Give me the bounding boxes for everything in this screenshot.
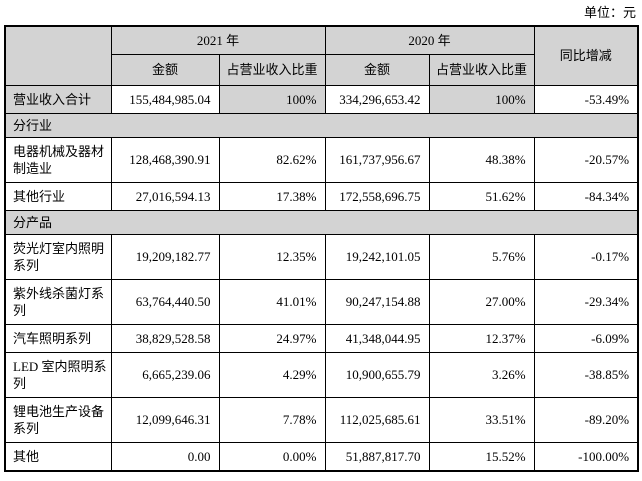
section-row: 分行业 [4,112,639,138]
row-label: 其他 [4,441,112,471]
amount-2021: 6,665,239.06 [110,351,220,398]
table-row: 其他行业 27,016,594.13 17.38% 172,558,696.75 51.… [4,181,639,211]
share-2021: 82.62% [218,136,326,183]
share-2021: 12.35% [218,233,326,280]
header-year-2020: 2020 年 [324,25,535,55]
table-header: 2021 年 2020 年 同比增减 金额 占营业收入比重 金额 占营业收入比重 [4,25,639,86]
share-2021: 100% [218,84,326,114]
amount-2020: 19,242,101.05 [324,233,430,280]
amount-2020: 51,887,817.70 [324,441,430,471]
share-2021: 0.00% [218,441,326,471]
row-label: 紫外线杀菌灯系列 [4,278,112,325]
share-2020: 48.38% [428,136,535,183]
table-row: 荧光灯室内照明系列 19,209,182.77 12.35% 19,242,101.0… [4,233,639,280]
table-row: 其他 0.00 0.00% 51,887,817.70 15.52% -100.00% [4,441,639,471]
share-2020: 51.62% [428,181,535,211]
amount-2021: 27,016,594.13 [110,181,220,211]
share-2020: 15.52% [428,441,535,471]
yoy-value: -0.17% [533,233,639,280]
share-2021: 7.78% [218,396,326,443]
header-row-measures: 金额 占营业收入比重 金额 占营业收入比重 [5,53,638,86]
yoy-value: -6.09% [533,323,639,353]
amount-2020: 41,348,044.95 [324,323,430,353]
amount-2020: 334,296,653.42 [324,84,430,114]
table-row: 营业收入合计 155,484,985.04 100% 334,296,653.42 10… [4,84,639,114]
amount-2021: 63,764,440.50 [110,278,220,325]
yoy-value: -84.34% [533,181,639,211]
yoy-value: -29.34% [533,278,639,325]
header-row-years: 2021 年 2020 年 同比增减 [4,25,639,86]
header-yoy: 同比增减 [533,25,639,86]
section-label: 分行业 [4,112,639,138]
share-2021: 24.97% [218,323,326,353]
row-label: LED 室内照明系列 [4,351,112,398]
amount-2021: 155,484,985.04 [110,84,220,114]
yoy-value: -20.57% [533,136,639,183]
amount-2021: 38,829,528.58 [110,323,220,353]
header-empty-cell [4,25,112,86]
amount-2020: 90,247,154.88 [324,278,430,325]
yoy-value: -89.20% [533,396,639,443]
row-label: 荧光灯室内照明系列 [4,233,112,280]
row-label: 汽车照明系列 [4,323,112,353]
amount-2020: 161,737,956.67 [324,136,430,183]
row-label: 锂电池生产设备系列 [4,396,112,443]
header-amount-2021: 金额 [110,53,220,86]
section-label: 分产品 [4,209,639,235]
share-2020: 3.26% [428,351,535,398]
amount-2021: 12,099,646.31 [110,396,220,443]
share-2020: 100% [428,84,535,114]
table-row: 电器机械及器材制造业 128,468,390.91 82.62% 161,737,95… [4,136,639,183]
row-label: 电器机械及器材制造业 [4,136,112,183]
yoy-value: -53.49% [533,84,639,114]
header-amount-2020: 金额 [324,53,430,86]
share-2020: 27.00% [428,278,535,325]
header-share-2021: 占营业收入比重 [218,53,326,86]
table-row: 紫外线杀菌灯系列 63,764,440.50 41.01% 90,247,154.88… [4,278,639,325]
amount-2020: 172,558,696.75 [324,181,430,211]
table-row: 锂电池生产设备系列 12,099,646.31 7.78% 112,025,685.6… [4,396,639,443]
share-2021: 17.38% [218,181,326,211]
table-row: 汽车照明系列 38,829,528.58 24.97% 41,348,044.95 12… [4,323,639,353]
share-2021: 41.01% [218,278,326,325]
share-2020: 33.51% [428,396,535,443]
share-2021: 4.29% [218,351,326,398]
yoy-value: -38.85% [533,351,639,398]
table-row: LED 室内照明系列 6,665,239.06 4.29% 10,900,655.79… [4,351,639,398]
amount-2020: 112,025,685.61 [324,396,430,443]
row-label: 营业收入合计 [4,84,112,114]
amount-2021: 0.00 [110,441,220,471]
amount-2021: 19,209,182.77 [110,233,220,280]
revenue-breakdown-table: 2021 年 2020 年 同比增减 金额 占营业收入比重 金额 占营业收入比重… [4,25,640,472]
unit-label: 单位：元 [583,5,636,20]
share-2020: 5.76% [428,233,535,280]
header-share-2020: 占营业收入比重 [428,53,535,86]
row-label: 其他行业 [4,181,112,211]
amount-2020: 10,900,655.79 [324,351,430,398]
table-body: 营业收入合计 155,484,985.04 100% 334,296,653.42 10… [4,84,639,471]
section-row: 分产品 [4,209,639,235]
share-2020: 12.37% [428,323,535,353]
amount-2021: 128,468,390.91 [110,136,220,183]
yoy-value: -100.00% [533,441,639,471]
header-year-2021: 2021 年 [110,25,326,55]
